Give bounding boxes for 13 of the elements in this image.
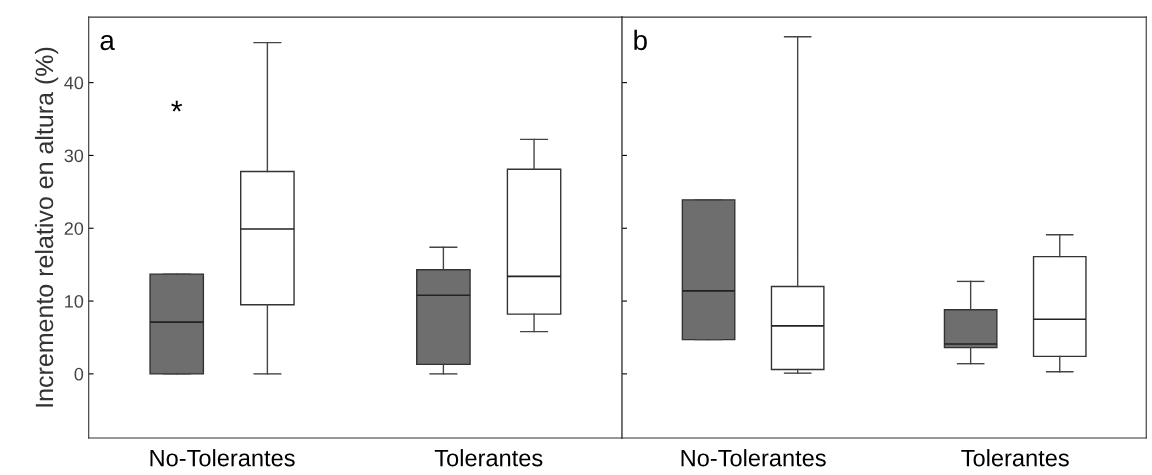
- annotation: *: [171, 100, 183, 112]
- x-tick-label: Tolerantes: [434, 449, 543, 467]
- chart-title: b: [634, 29, 647, 51]
- y-tick-label: 10: [65, 295, 84, 308]
- y-tick-label: 0: [74, 367, 84, 381]
- y-tick-label: 40: [64, 76, 84, 90]
- x-tick-label: Tolerantes: [961, 449, 1069, 467]
- x-tick-label: No-Tolerantes: [681, 449, 826, 467]
- y-tick-label: 30: [64, 149, 84, 163]
- y-tick-label: 20: [64, 222, 84, 235]
- chart-title: a: [100, 34, 115, 51]
- x-tick-label: No-Tolerantes: [150, 449, 295, 467]
- y-axis-title: Incremento relativo en altura (%): [34, 47, 59, 407]
